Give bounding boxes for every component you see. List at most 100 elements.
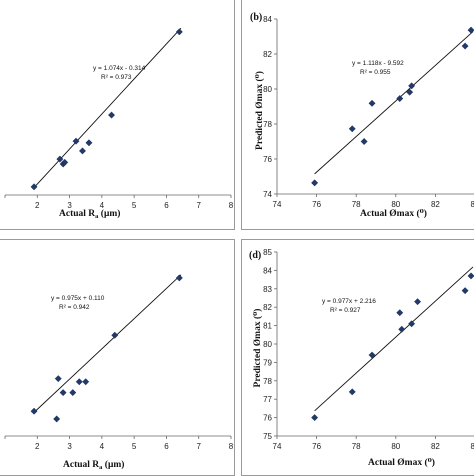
y-tick-label: 81 (263, 322, 272, 331)
x-axis-label-text: Actual R (63, 460, 99, 470)
chart-d: 74 76 78 80 82 84 75 76 77 78 79 80 81 82 83 84 85 y = 0.… (249, 248, 474, 468)
y-axis-label-unit: (⁰) (254, 71, 265, 84)
data-point (61, 158, 69, 166)
data-point (406, 88, 414, 96)
x-tick-label: 80 (391, 442, 400, 451)
trend-equation: y = 1.074x - 0.314 (93, 65, 146, 72)
trend-equation: y = 1.118x - 9.592 (352, 60, 404, 67)
data-point (75, 378, 83, 386)
panel-label: (d) (249, 250, 261, 261)
x-tick-label: 74 (273, 442, 282, 451)
x-tick-label: 76 (312, 442, 321, 451)
data-point (59, 389, 67, 397)
data-point (56, 155, 64, 163)
chart-a: 2 3 4 5 6 7 8 y = 1.074x - 0.314 R² = 0.973 Actua… (4, 27, 234, 220)
y-tick-label: 74 (263, 190, 272, 199)
panel-c: 2 3 4 5 6 7 8 y = 0.975x + 0.110 R² = 0.942 Actua… (0, 239, 235, 476)
x-tick-label: 3 (67, 442, 72, 451)
panel-b: 74 76 78 80 82 84 74 76 78 80 82 84 y = 1.118x - 9.5… (241, 0, 474, 230)
r-squared-label: R² = 0.942 (59, 304, 90, 311)
x-axis-label-subscript: a (99, 464, 103, 471)
x-tick-label: 3 (67, 201, 72, 210)
trendline (33, 27, 182, 188)
data-point (175, 28, 183, 36)
y-tick-label: 78 (263, 377, 272, 386)
data-point (311, 414, 319, 422)
trendline (314, 266, 474, 412)
x-tick-label: 84 (471, 442, 474, 451)
y-tick-label: 85 (263, 248, 272, 257)
y-tick-label: 80 (263, 85, 272, 94)
data-point (108, 111, 116, 119)
x-axis-label-text: Actual Ømax (360, 209, 414, 219)
y-axis-label: Predicted Ømax (⁰) (254, 71, 265, 150)
y-tick-label: 79 (263, 358, 272, 367)
x-tick-label: 74 (273, 200, 282, 209)
x-tick-label: 5 (132, 442, 137, 451)
y-tick-label: 80 (263, 340, 272, 349)
data-point (311, 179, 319, 187)
chart-b: 74 76 78 80 82 84 74 76 78 80 82 84 y = 1.118x - 9.5… (250, 12, 474, 219)
r-squared-label: R² = 0.927 (330, 307, 361, 314)
panel-a: 2 3 4 5 6 7 8 y = 1.074x - 0.314 R² = 0.973 Actua… (0, 0, 235, 230)
x-axis-label: Actual Ømax (⁰) (360, 208, 427, 219)
x-axis-label-unit: (μm) (98, 208, 120, 219)
x-axis-label-unit: (μm) (102, 459, 124, 470)
x-tick-label: 6 (164, 201, 169, 210)
x-tick-label: 78 (352, 442, 361, 451)
trendline (314, 31, 474, 175)
data-point (398, 325, 406, 333)
data-point (396, 309, 404, 317)
data-point (348, 125, 356, 133)
y-tick-label: 75 (263, 432, 272, 441)
data-point (175, 274, 183, 282)
x-tick-label: 78 (352, 200, 361, 209)
y-tick-label: 82 (263, 303, 272, 312)
x-tick-label: 82 (431, 200, 440, 209)
r-squared-label: R² = 0.955 (360, 69, 391, 76)
panel-d: 74 76 78 80 82 84 75 76 77 78 79 80 81 82 83 84 85 y = 0.… (241, 239, 474, 476)
y-tick-label: 78 (263, 120, 272, 129)
data-point (54, 375, 62, 383)
data-point (408, 320, 416, 328)
y-axis-label-text: Predicted Ømax (253, 321, 263, 387)
data-point (414, 298, 422, 306)
data-point (408, 82, 416, 90)
x-tick-label: 4 (100, 201, 105, 210)
x-axis-label: Actual Ra (μm) (59, 208, 120, 220)
y-axis-label-unit: (⁰) (252, 309, 263, 322)
data-point (396, 95, 404, 103)
x-tick-label: 76 (312, 200, 321, 209)
x-axis-label-unit: (⁰) (414, 208, 427, 219)
y-tick-label: 84 (263, 15, 272, 24)
trendline (33, 274, 182, 413)
data-point (30, 183, 38, 191)
x-tick-label: 2 (35, 201, 40, 210)
trend-equation: y = 0.975x + 0.110 (51, 295, 105, 302)
x-axis-label: Actual Ra (μm) (63, 459, 124, 471)
panel-label: (b) (250, 12, 262, 23)
x-tick-label: 4 (100, 442, 105, 451)
data-point (368, 99, 376, 107)
x-tick-label: 80 (391, 200, 400, 209)
x-tick-label: 8 (229, 201, 234, 210)
data-point (461, 287, 469, 295)
x-tick-label: 6 (164, 442, 169, 451)
y-tick-label: 76 (263, 414, 272, 423)
data-point (85, 139, 93, 147)
x-tick-label: 84 (471, 200, 474, 209)
data-point (348, 388, 356, 396)
data-point (69, 389, 77, 397)
y-axis-label: Predicted Ømax (⁰) (252, 309, 263, 388)
x-tick-label: 5 (132, 201, 137, 210)
y-axis-label-text: Predicted Ømax (255, 84, 265, 150)
data-point (461, 42, 469, 50)
x-tick-label: 8 (229, 442, 234, 451)
chart-c: 2 3 4 5 6 7 8 y = 0.975x + 0.110 R² = 0.942 Actua… (4, 274, 234, 471)
x-tick-label: 82 (431, 442, 440, 451)
data-point (368, 351, 376, 359)
x-tick-label: 2 (35, 442, 40, 451)
data-point (72, 137, 80, 145)
y-tick-label: 84 (263, 266, 272, 275)
x-axis-label-text: Actual R (59, 209, 95, 219)
